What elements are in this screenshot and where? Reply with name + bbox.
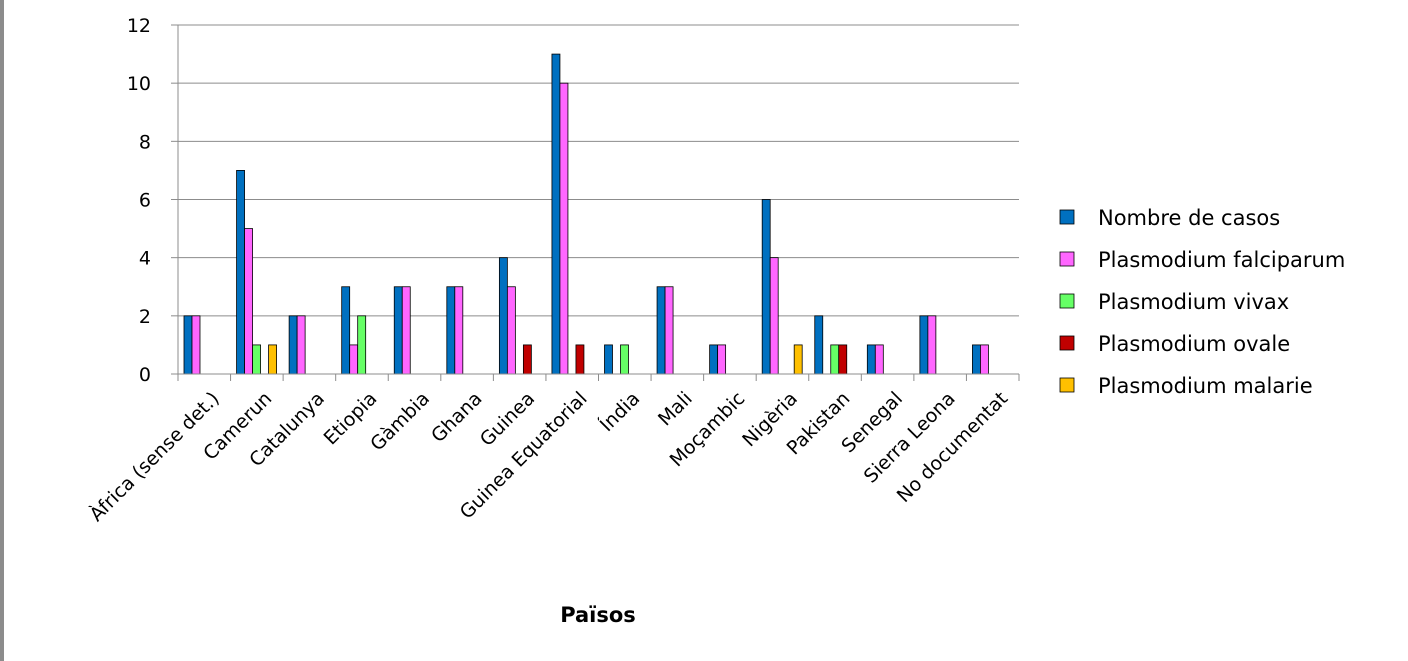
bars — [183, 53, 989, 375]
y-tick-label: 12 — [127, 15, 151, 37]
bar — [980, 344, 989, 375]
legend: Nombre de casos Plasmodium falciparum Plas… — [1059, 206, 1345, 398]
bar — [454, 286, 464, 375]
bar — [506, 286, 516, 375]
x-category-label: Mali — [654, 388, 697, 431]
bar — [874, 344, 884, 375]
bar — [191, 315, 201, 375]
bar — [357, 315, 367, 375]
bar — [252, 344, 261, 375]
bar — [236, 170, 245, 375]
bar — [446, 286, 456, 375]
legend-label: Plasmodium ovale — [1098, 332, 1290, 356]
axes — [177, 25, 1020, 381]
bar — [620, 344, 629, 375]
legend-swatch — [1059, 335, 1075, 351]
y-tick-label: 10 — [127, 73, 151, 95]
bar — [761, 199, 771, 375]
bar — [793, 344, 803, 375]
bar — [664, 286, 674, 375]
bar — [575, 344, 585, 375]
bar — [709, 344, 719, 375]
legend-swatch — [1059, 377, 1075, 393]
bar — [919, 315, 929, 375]
bar — [183, 315, 193, 375]
y-tick-label: 6 — [139, 190, 151, 212]
bar — [401, 286, 411, 375]
y-tick-label: 0 — [139, 364, 151, 386]
x-category-label: Índia — [595, 387, 644, 436]
x-category-label: Sierra Leona — [860, 388, 960, 488]
gridlines — [178, 24, 1019, 317]
legend-swatch — [1059, 293, 1075, 309]
bar — [393, 286, 403, 375]
bar — [830, 344, 840, 375]
legend-swatch — [1059, 251, 1075, 267]
x-category-label: Àfrica (sense det.) — [85, 387, 224, 526]
x-axis-categories: Àfrica (sense det.)CamerunCatalunyaEtiop… — [85, 387, 1012, 526]
bar — [498, 257, 508, 375]
y-tick-label: 4 — [139, 248, 151, 270]
y-tick-label: 2 — [139, 306, 151, 328]
bar — [288, 315, 298, 375]
bar — [866, 344, 876, 375]
bar — [972, 344, 981, 375]
legend-label: Nombre de casos — [1098, 206, 1280, 230]
bar — [656, 286, 666, 375]
bar — [268, 344, 277, 375]
legend-swatch — [1059, 209, 1075, 225]
bar — [244, 228, 253, 375]
bar — [551, 53, 561, 375]
bar — [559, 82, 569, 375]
legend-label: Plasmodium malarie — [1098, 374, 1313, 398]
bar — [814, 315, 824, 375]
y-axis-ticks: 0 2 4 6 8 10 12 — [127, 15, 178, 386]
x-category-label: Gàmbia — [366, 388, 434, 456]
y-tick-label: 8 — [139, 131, 151, 153]
bar — [349, 344, 359, 375]
bar — [927, 315, 937, 375]
x-axis-label: Països — [560, 603, 636, 627]
legend-label: Plasmodium vivax — [1098, 290, 1289, 314]
legend-label: Plasmodium falciparum — [1098, 248, 1345, 272]
bar — [296, 315, 306, 375]
bar — [717, 344, 727, 375]
bar — [769, 257, 779, 375]
bar — [838, 344, 848, 375]
bar — [522, 344, 532, 375]
bar — [341, 286, 351, 375]
bar — [604, 344, 613, 375]
